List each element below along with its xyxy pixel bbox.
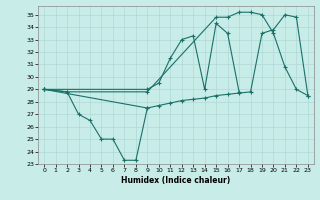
X-axis label: Humidex (Indice chaleur): Humidex (Indice chaleur) <box>121 176 231 185</box>
